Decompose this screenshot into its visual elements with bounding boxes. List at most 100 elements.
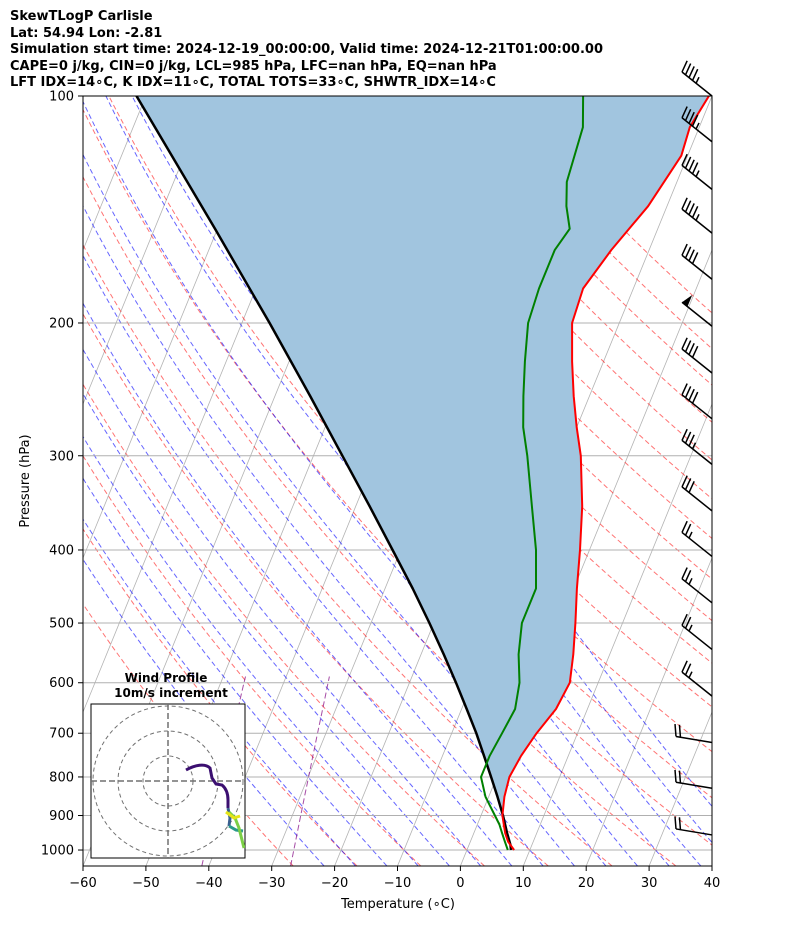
barb-staff: [681, 71, 713, 97]
chart-title: SkewTLogP Carlisle: [10, 9, 153, 24]
barb-flag: [688, 434, 695, 447]
barb-flag: [684, 570, 692, 582]
x-tick-label: −60: [69, 876, 96, 891]
isotherm-line: [648, 710, 712, 866]
barb-flag: [681, 520, 688, 533]
barb-staff: [681, 208, 713, 234]
moist-adiabat-line: [83, 254, 544, 866]
y-tick-label: 600: [49, 676, 74, 691]
barb-flag: [681, 153, 688, 166]
dry-adiabat-line: [83, 243, 613, 866]
x-tick-label: −50: [132, 876, 159, 891]
barb-flag: [684, 246, 692, 259]
wind-profile-inset: Wind Profile 10m/s increment: [90, 671, 246, 859]
moist-adiabat-line: [83, 518, 356, 866]
barb-staff: [675, 828, 713, 836]
barb-flag: [684, 386, 692, 398]
location-line: Lat: 54.94 Lon: -2.81: [10, 25, 163, 41]
hodograph-upper: [185, 763, 230, 808]
temperature-line: [501, 96, 710, 851]
barb-staff: [681, 671, 713, 697]
barb-half-flag: [688, 577, 693, 585]
x-tick-label: −10: [384, 876, 411, 891]
cape-shading-layer: [136, 96, 709, 850]
barb-flag: [688, 388, 695, 401]
barb-flag: [684, 63, 692, 76]
wind-barb: [681, 295, 713, 327]
barb-half-flag: [695, 170, 700, 177]
x-tick-label: 10: [515, 876, 532, 891]
moist-adiabat-line: [83, 302, 513, 866]
barb-flag: [681, 428, 688, 441]
wind-barbs: [674, 60, 713, 836]
x-axis-label: Temperature (∘C): [340, 897, 455, 912]
x-tick-label: 0: [456, 876, 464, 891]
wind-barb: [681, 106, 713, 143]
y-tick-label: 300: [49, 449, 74, 464]
barb-half-flag: [695, 213, 700, 221]
barb-flag: [688, 111, 695, 124]
barb-flag: [688, 159, 695, 172]
barb-flag: [681, 660, 688, 673]
barb-half-flag: [688, 671, 693, 679]
indices-line-2: LFT IDX=14∘C, K IDX=11∘C, TOTAL TOTS=33∘…: [10, 75, 496, 90]
y-axis-label: Pressure (hPa): [18, 434, 33, 527]
wind-barb: [681, 475, 713, 512]
barb-half-flag: [695, 122, 700, 130]
x-tick-label: −30: [258, 876, 285, 891]
wind-barb: [681, 428, 713, 465]
barb-staff: [675, 735, 713, 744]
barb-flag: [684, 156, 692, 169]
barb-flag: [691, 162, 699, 175]
barb-flag: [691, 68, 699, 81]
y-tick-label: 1000: [41, 844, 74, 859]
barb-staff: [681, 531, 713, 558]
isotherm-line: [522, 402, 712, 866]
barb-flag: [684, 200, 692, 213]
x-tick-label: 30: [641, 876, 658, 891]
wind-barb: [674, 816, 713, 836]
barb-staff: [681, 348, 713, 374]
barb-flag: [681, 106, 688, 119]
moist-adiabat-line: [83, 477, 388, 866]
profile-layer: [135, 96, 710, 851]
barb-flag: [681, 613, 688, 626]
barb-staff: [681, 486, 713, 512]
barb-staff: [681, 578, 713, 604]
dry-adiabat-line: [83, 383, 485, 866]
barb-flag: [681, 60, 688, 73]
dewpoint-line: [480, 96, 585, 851]
wind-barb: [674, 724, 713, 744]
barb-flag: [691, 205, 699, 218]
barb-flag: [674, 769, 677, 783]
barb-flag: [691, 252, 699, 265]
x-tick-label: 20: [578, 876, 595, 891]
hodograph-surface: [225, 810, 241, 820]
wind-barb: [681, 660, 713, 697]
barb-flag: [681, 567, 688, 580]
barb-staff: [675, 781, 713, 789]
barb-flag: [681, 197, 688, 210]
barb-flag: [691, 114, 699, 127]
barb-staff: [681, 117, 713, 143]
indices-line-1: CAPE=0 j/kg, CIN=0 j/kg, LCL=985 hPa, LF…: [10, 58, 497, 74]
moist-adiabat-line: [83, 435, 419, 866]
y-tick-label: 400: [49, 543, 74, 558]
barb-flag: [678, 770, 682, 784]
barb-flag: [691, 345, 699, 358]
times-line: Simulation start time: 2024-12-19_00:00:…: [10, 42, 603, 57]
wind-barb: [681, 567, 713, 604]
barb-flag: [684, 431, 692, 444]
barb-flag: [688, 203, 695, 216]
moist-adiabat-line: [83, 348, 481, 866]
moist-adiabat-line: [83, 392, 450, 866]
isotherm-line: [83, 96, 84, 98]
isotherm-line: [83, 96, 147, 252]
barb-flag: [688, 343, 695, 355]
wind-barb: [681, 153, 713, 190]
barb-staff: [681, 254, 713, 280]
isotherm-line: [711, 864, 712, 866]
isotherm-line: [585, 556, 712, 866]
wind-barb: [681, 337, 713, 374]
